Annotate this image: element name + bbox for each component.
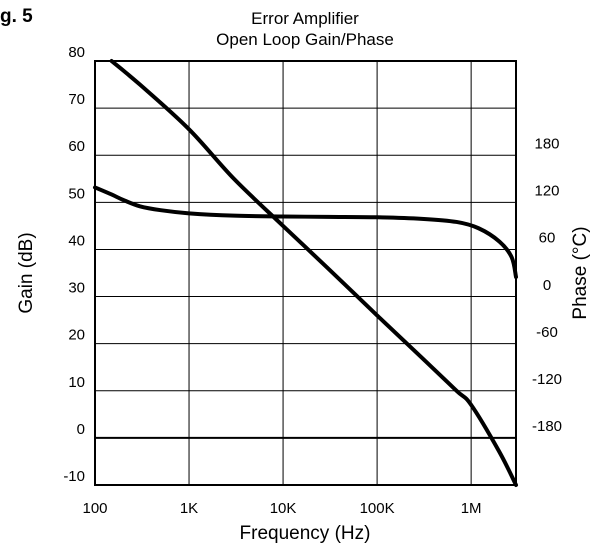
chart-title-line1: Error Amplifier <box>251 9 359 28</box>
series-layer <box>93 59 518 487</box>
y-tick-label: 10 <box>68 374 85 391</box>
y2-tick-label: 180 <box>534 135 559 152</box>
y-tick-label: 30 <box>68 280 85 297</box>
x-tick-label: 10K <box>270 500 297 517</box>
y2-tick-label: -120 <box>532 371 562 388</box>
x-tick-label: 100K <box>360 500 395 517</box>
y2-tick-label: 120 <box>534 183 559 200</box>
y2-tick-label: 0 <box>543 277 551 294</box>
gain-curve <box>109 59 518 487</box>
y2-tick-label: 60 <box>539 230 556 247</box>
x-axis-title: Frequency (Hz) <box>240 523 371 544</box>
y-tick-label: -10 <box>63 468 85 485</box>
x-tick-label: 1K <box>180 500 198 517</box>
y2-tick-label: -60 <box>536 324 558 341</box>
y-tick-label: 50 <box>68 185 85 202</box>
y2-tick-label: -180 <box>532 418 562 435</box>
y-tick-label: 0 <box>77 421 85 438</box>
x-tick-label: 100 <box>82 500 107 517</box>
y2-axis-title: Phase (°C) <box>570 226 591 319</box>
plot-frame <box>94 60 517 486</box>
y-tick-label: 70 <box>68 91 85 108</box>
grid <box>94 60 516 486</box>
y-tick-label: 80 <box>68 44 85 61</box>
x-tick-label: 1M <box>461 500 482 517</box>
y-tick-label: 40 <box>68 232 85 249</box>
y-tick-label: 20 <box>68 327 85 344</box>
figure-label: g. 5 <box>0 6 33 27</box>
y-tick-label: 60 <box>68 138 85 155</box>
phase-curve <box>93 185 518 279</box>
y-axis-title: Gain (dB) <box>16 232 37 313</box>
tick-labels: 100 1K 10K 100K 1M80706050403020100-10180120… <box>63 44 562 517</box>
chart-title-line2: Open Loop Gain/Phase <box>216 30 394 49</box>
